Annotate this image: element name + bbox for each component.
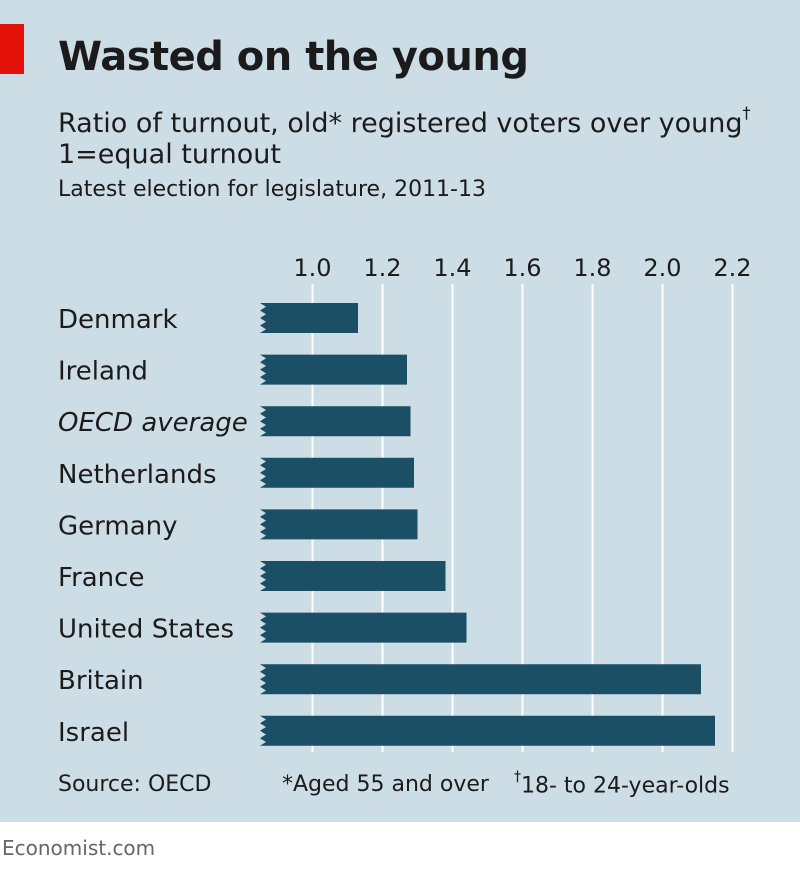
bar-ireland [260,354,407,385]
chart-title: Wasted on the young [58,34,529,80]
subtitle-dagger: † [742,103,751,122]
bar-britain [260,664,701,695]
source-note: Source: OECD [58,772,212,797]
chart-subtitle: Ratio of turnout, old* registered voters… [58,98,751,143]
x-tick-label-2: 1.4 [433,254,471,282]
category-label-0: Denmark [58,305,178,335]
bar-germany [260,509,418,540]
bar-united-states [260,612,467,643]
category-label-7: Britain [58,666,144,696]
bar-denmark [260,303,358,333]
category-label-4: Germany [58,511,178,541]
bar-israel [260,715,715,746]
economist-brand[interactable]: Economist.com [2,836,156,860]
bar-chart: 1.0 1.2 1.4 1.6 1.8 2.0 2.2 Denmark Ireland OECD … [58,254,752,752]
chart-panel: Wasted on the young Ratio of turnout, ol… [0,0,800,822]
footnote-aged: *Aged 55 and over [282,772,489,797]
brand-red-tab [0,24,24,74]
x-tick-label-6: 2.2 [713,254,751,282]
bar-oecd-average [260,406,411,437]
subtitle-text: Ratio of turnout, old* registered voters… [58,108,743,139]
category-label-8: Israel [58,718,129,748]
x-tick-label-0: 1.0 [293,254,331,282]
x-tick-label-1: 1.2 [363,254,401,282]
category-label-6: United States [58,615,234,645]
x-tick-label-5: 2.0 [643,254,681,282]
x-tick-label-3: 1.6 [503,254,541,282]
category-label-5: France [58,563,144,593]
chart-subtitle-line2: 1=equal turnout [58,139,281,170]
bar-france [260,561,446,591]
footnote-young: †18- to 24-year-olds [514,769,730,799]
bar-netherlands [260,457,414,488]
category-label-1: Ireland [58,357,148,387]
chart-subtitle-line3: Latest election for legislature, 2011-13 [58,177,486,202]
category-label-2: OECD average [58,408,248,438]
x-tick-label-4: 1.8 [573,254,611,282]
footnote-dagger: † [514,769,521,785]
footnote-young-text: 18- to 24-year-olds [521,773,730,799]
category-label-3: Netherlands [58,460,217,490]
